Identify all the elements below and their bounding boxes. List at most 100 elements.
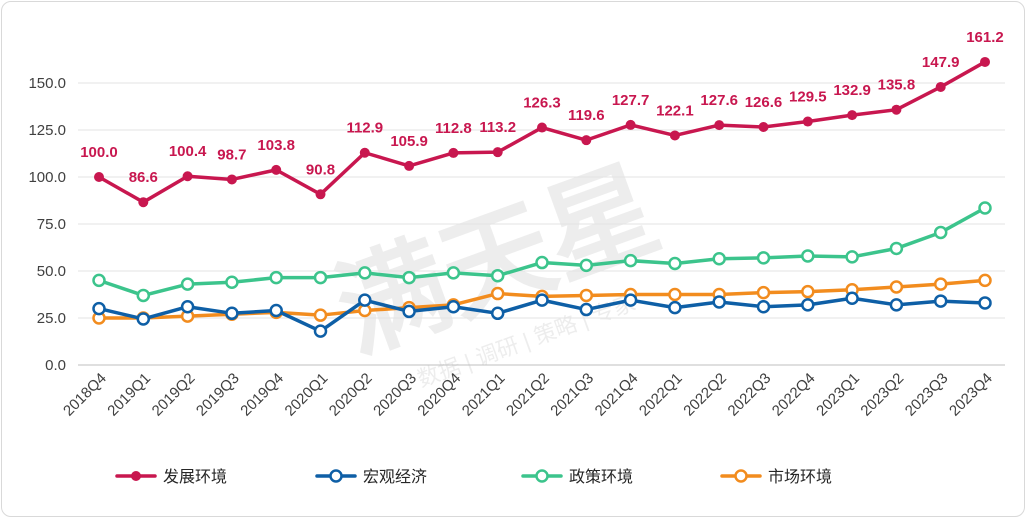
- x-tick-label: 2022Q4: [769, 370, 819, 420]
- legend-label: 政策环境: [569, 467, 633, 486]
- data-point: [490, 306, 505, 321]
- data-point: [889, 280, 904, 294]
- legend-item-1: 发展环境: [115, 467, 227, 486]
- data-point: [845, 250, 859, 264]
- x-tick-label: 2023Q1: [813, 370, 863, 420]
- x-tick-label: 2023Q2: [857, 370, 907, 420]
- x-tick-label: 2022Q1: [636, 370, 686, 420]
- data-point: [448, 147, 459, 158]
- data-point: [537, 122, 547, 133]
- data-point: [933, 294, 948, 308]
- data-point: [712, 252, 726, 266]
- x-tick-label: 2021Q1: [459, 370, 509, 420]
- data-point: [446, 266, 461, 280]
- data-point: [180, 277, 195, 291]
- x-tick-label: 2019Q4: [237, 370, 287, 420]
- data-point: [581, 135, 592, 146]
- data-label: 119.6: [568, 107, 605, 124]
- data-point: [756, 299, 771, 314]
- legend-label: 宏观经济: [363, 467, 427, 486]
- data-point: [535, 293, 549, 307]
- data-label: 122.1: [656, 102, 694, 119]
- data-label: 105.9: [390, 133, 428, 150]
- y-tick-label: 100.0: [28, 169, 66, 186]
- data-point: [225, 275, 239, 290]
- x-tick-label: 2022Q2: [680, 370, 730, 420]
- data-point: [446, 299, 461, 314]
- x-tick-label: 2023Q4: [946, 370, 996, 420]
- data-point: [847, 110, 858, 121]
- data-point: [889, 241, 904, 256]
- data-point: [358, 293, 372, 307]
- y-axis-ticks: 0.0 25.0 50.0 75.0 100.0 125.0 150.0: [28, 75, 66, 374]
- data-label: 86.6: [129, 169, 158, 186]
- x-tick-label: 2023Q3: [902, 370, 952, 420]
- data-point: [136, 288, 151, 303]
- data-point: [182, 171, 193, 182]
- legend-label: 发展环境: [163, 467, 227, 486]
- data-point: [978, 296, 992, 310]
- legend-item-3: 政策环境: [521, 467, 633, 486]
- data-point: [92, 273, 106, 288]
- data-point: [180, 299, 195, 314]
- series-2: [92, 291, 992, 338]
- legend-marker: [734, 469, 748, 483]
- y-tick-label: 25.0: [37, 310, 66, 327]
- data-point: [802, 116, 813, 127]
- x-axis-ticks: 2018Q42019Q12019Q22019Q32019Q42020Q12020…: [60, 370, 996, 420]
- data-label: 126.6: [745, 94, 783, 111]
- data-label: 135.8: [878, 77, 916, 94]
- gridlines: [78, 82, 1005, 366]
- data-point: [980, 56, 990, 67]
- data-point: [935, 81, 946, 92]
- x-tick-label: 2020Q3: [370, 370, 420, 420]
- data-point: [756, 285, 771, 300]
- data-point: [313, 308, 328, 322]
- series-3: [92, 201, 992, 303]
- data-point: [359, 147, 370, 158]
- data-point: [492, 147, 503, 158]
- data-point: [313, 270, 328, 285]
- data-label: 147.9: [922, 54, 960, 71]
- data-point: [801, 284, 815, 299]
- data-point: [758, 121, 769, 132]
- data-label: 127.6: [700, 92, 738, 109]
- data-point: [978, 273, 992, 288]
- data-point: [490, 268, 505, 283]
- data-point: [801, 249, 815, 263]
- x-tick-label: 2022Q3: [725, 370, 775, 420]
- data-label: 127.7: [612, 92, 650, 109]
- data-point: [889, 298, 904, 312]
- x-tick-label: 2021Q4: [592, 370, 642, 420]
- legend-item-4: 市场环境: [720, 467, 832, 486]
- data-point: [668, 287, 682, 302]
- data-point: [490, 286, 505, 301]
- data-label: 126.3: [523, 95, 561, 112]
- data-point: [668, 256, 682, 271]
- data-point: [978, 201, 992, 215]
- x-tick-label: 2021Q3: [547, 370, 597, 420]
- legend-label: 市场环境: [768, 467, 832, 486]
- data-point: [801, 298, 815, 312]
- y-tick-label: 50.0: [37, 263, 66, 280]
- data-point: [225, 306, 239, 321]
- data-point: [623, 293, 638, 307]
- data-point: [271, 164, 282, 175]
- data-point: [269, 303, 283, 318]
- legend-marker: [131, 471, 141, 481]
- legend-item-2: 宏观经济: [315, 467, 427, 486]
- data-label: 112.9: [346, 120, 383, 137]
- data-point: [933, 277, 948, 291]
- data-point: [933, 225, 948, 240]
- series-1: [94, 56, 990, 208]
- legend: 发展环境 宏观经济 政策环境 市场环境: [115, 467, 832, 486]
- data-point: [402, 304, 416, 319]
- series-lines: [92, 56, 992, 338]
- data-point: [845, 291, 859, 306]
- data-point: [756, 251, 771, 265]
- data-point: [668, 300, 682, 315]
- data-point: [712, 295, 726, 309]
- data-point: [402, 270, 416, 285]
- data-point: [138, 197, 149, 208]
